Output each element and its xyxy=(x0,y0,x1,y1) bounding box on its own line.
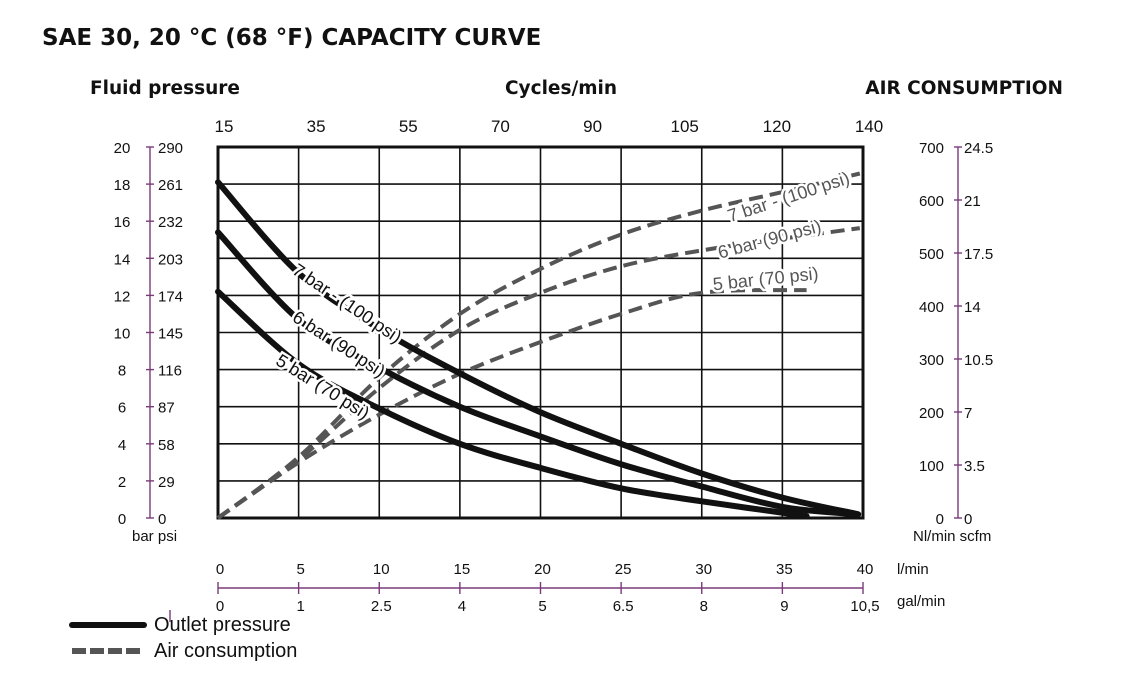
top-tick-label: 15 xyxy=(215,117,234,136)
bottom-lpm-tick-label: 30 xyxy=(695,561,712,578)
legend-air-consumption: Air consumption xyxy=(154,640,297,662)
grid xyxy=(216,145,865,520)
left-psi-tick-label: 261 xyxy=(158,177,183,194)
right-scfm-tick-label: 7 xyxy=(964,405,972,422)
right-scfm-tick-label: 24.5 xyxy=(964,140,993,157)
left-bar-tick-label: 18 xyxy=(114,177,131,194)
left-bar-tick-label: 12 xyxy=(114,288,131,305)
pressure-curve-0 xyxy=(215,179,862,518)
left-bar-tick-label: 14 xyxy=(114,251,131,268)
left-psi-tick-label: 232 xyxy=(158,214,183,231)
bottom-lpm-tick-label: 35 xyxy=(776,561,793,578)
top-tick-label: 55 xyxy=(399,117,418,136)
right-scfm-tick-label: 14 xyxy=(964,299,981,316)
left-psi-tick-label: 290 xyxy=(158,140,183,157)
top-tick-label: 70 xyxy=(491,117,510,136)
axes: 15 35 55 70 90 105 120 140024681012141618200295… xyxy=(114,117,993,622)
left-bar-tick-label: 10 xyxy=(114,326,131,343)
plot-frame xyxy=(216,145,865,520)
air-curve-1 xyxy=(216,226,861,520)
bottom-lpm-tick-label: 20 xyxy=(534,561,551,578)
right-nl-tick-label: 400 xyxy=(919,299,944,316)
bottom-lpm-tick-label: 10 xyxy=(373,561,390,578)
bottom-lpm-tick-label: 15 xyxy=(454,561,471,578)
left-psi-tick-label: 203 xyxy=(158,251,183,268)
left-bar-tick-label: 8 xyxy=(118,363,126,380)
bottom-gpm-tick-label: 2.5 xyxy=(371,598,392,615)
left-psi-tick-label: 145 xyxy=(158,326,183,343)
air-consumption-curves xyxy=(216,171,861,520)
right-scfm-tick-label: 21 xyxy=(964,193,981,210)
left-bar-tick-label: 0 xyxy=(118,511,126,528)
right-scfm-tick-label: 0 xyxy=(964,511,972,528)
bottom-axis-gpm-unit: gal/min xyxy=(897,593,945,610)
pressure-curve-1 xyxy=(215,229,860,518)
bottom-gpm-tick-label: 9 xyxy=(780,598,788,615)
bottom-axis-lpm-unit: l/min xyxy=(897,561,929,578)
left-psi-tick-label: 29 xyxy=(158,474,175,491)
left-bar-tick-label: 16 xyxy=(114,214,131,231)
bottom-lpm-tick-label: 0 xyxy=(216,561,224,578)
left-psi-tick-label: 58 xyxy=(158,437,175,454)
left-psi-tick-label: 174 xyxy=(158,288,183,305)
left-bar-tick-label: 2 xyxy=(118,474,126,491)
right-nl-tick-label: 0 xyxy=(936,511,944,528)
bottom-lpm-tick-label: 5 xyxy=(296,561,304,578)
bottom-lpm-tick-label: 40 xyxy=(857,561,874,578)
right-axis-unit-label: Nl/min scfm xyxy=(913,528,991,545)
right-axis-title: AIR CONSUMPTION xyxy=(865,78,1063,99)
legend-outlet-pressure: Outlet pressure xyxy=(154,614,291,636)
right-nl-tick-label: 200 xyxy=(919,405,944,422)
right-nl-tick-label: 600 xyxy=(919,193,944,210)
left-axis-unit-label: bar psi xyxy=(132,528,177,545)
right-scfm-tick-label: 10.5 xyxy=(964,352,993,369)
left-psi-tick-label: 116 xyxy=(158,363,182,380)
bottom-gpm-tick-label: 6.5 xyxy=(613,598,634,615)
top-tick-label: 105 xyxy=(671,117,699,136)
right-nl-tick-label: 700 xyxy=(919,140,944,157)
pressure-curve-2 xyxy=(215,288,810,520)
chart-title: SAE 30, 20 °C (68 °F) CAPACITY CURVE xyxy=(42,25,541,51)
top-tick-label: 120 xyxy=(763,117,791,136)
left-axis-title: Fluid pressure xyxy=(90,78,240,99)
bottom-gpm-tick-label: 4 xyxy=(458,598,466,615)
left-bar-tick-label: 20 xyxy=(114,140,131,157)
right-nl-tick-label: 300 xyxy=(919,352,944,369)
left-bar-tick-label: 4 xyxy=(118,437,126,454)
bottom-gpm-tick-label: 10,5 xyxy=(850,598,879,615)
bottom-gpm-tick-label: 5 xyxy=(538,598,546,615)
air-curve-0 xyxy=(216,171,861,520)
right-scfm-tick-label: 17.5 xyxy=(964,246,993,263)
legend: Outlet pressure Air consumption xyxy=(69,614,297,662)
left-psi-tick-label: 87 xyxy=(158,400,175,417)
outlet-pressure-curves xyxy=(215,179,862,520)
right-nl-tick-label: 100 xyxy=(919,458,944,475)
left-bar-tick-label: 6 xyxy=(118,400,126,417)
right-nl-tick-label: 500 xyxy=(919,246,944,263)
air-curve-label: 7 bar - (100 psi) xyxy=(725,168,852,226)
bottom-gpm-tick-label: 8 xyxy=(700,598,708,615)
air-curve-2 xyxy=(216,288,807,520)
right-scfm-tick-label: 3.5 xyxy=(964,458,985,475)
top-axis-title: Cycles/min xyxy=(505,78,617,99)
bottom-gpm-tick-label: 0 xyxy=(216,598,224,615)
top-tick-label: 35 xyxy=(307,117,326,136)
left-psi-tick-label: 0 xyxy=(158,511,166,528)
top-tick-label: 90 xyxy=(583,117,602,136)
bottom-gpm-tick-label: 1 xyxy=(296,598,304,615)
top-tick-label: 140 xyxy=(855,117,883,136)
bottom-lpm-tick-label: 25 xyxy=(615,561,632,578)
